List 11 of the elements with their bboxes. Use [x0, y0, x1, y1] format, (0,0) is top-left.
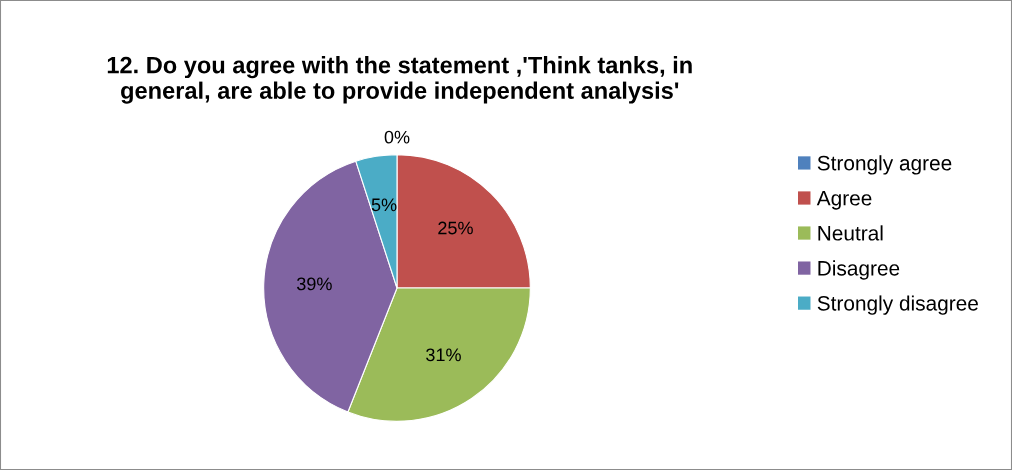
chart-title: 12. Do you agree with the statement ,'Think tanks, in general, are able to provide independent analysis' — [107, 56, 692, 104]
legend-label: Disagree — [818, 260, 900, 280]
data-label: 5% — [371, 198, 397, 212]
data-label: 39% — [296, 277, 332, 291]
data-label: 25% — [438, 221, 473, 235]
legend-label: Strongly disagree — [817, 295, 978, 315]
data-label: 31% — [426, 348, 461, 362]
text: 0% — [384, 130, 410, 144]
legend-label: Strongly agree — [817, 155, 952, 175]
legend-label: Agree — [816, 191, 872, 210]
legend-label: Neutral — [818, 225, 883, 241]
